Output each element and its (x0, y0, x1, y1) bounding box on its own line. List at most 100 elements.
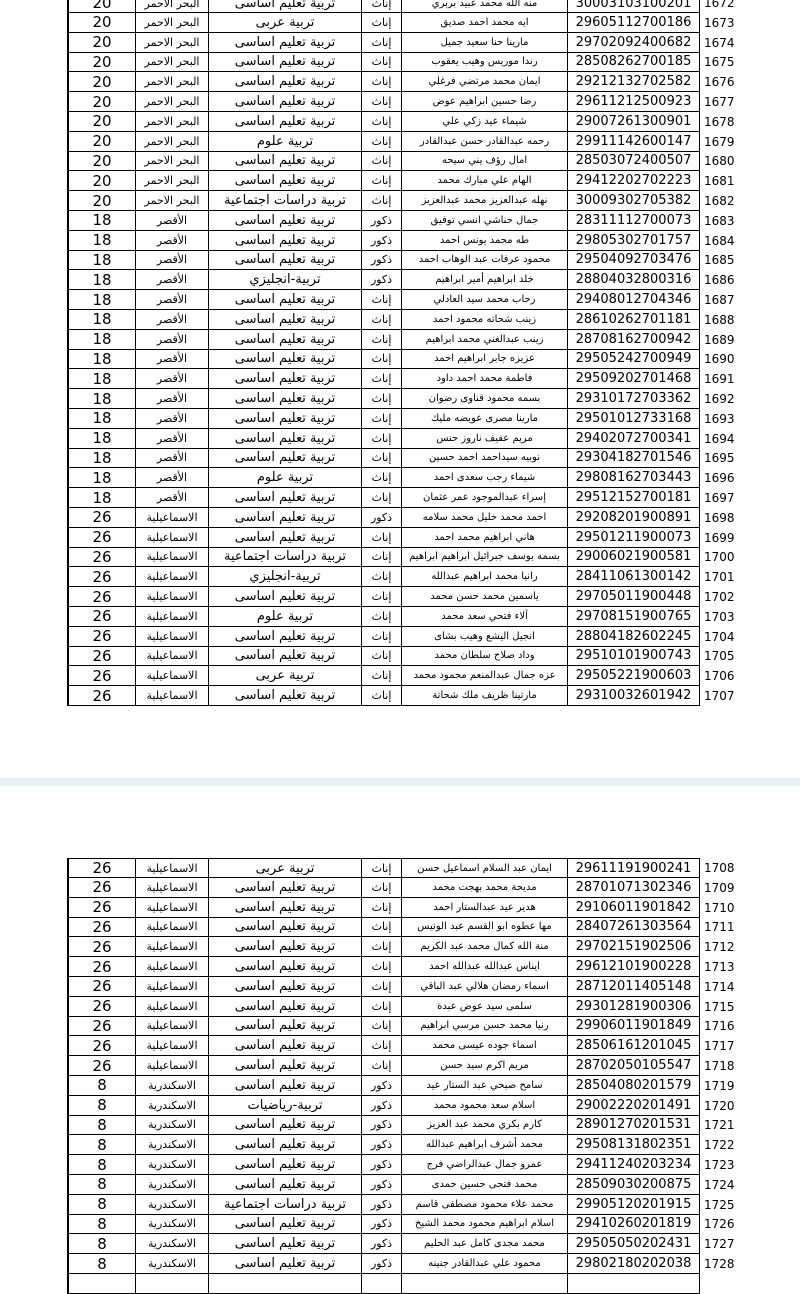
student-name: محمود علي عبدالقادر جنينه (402, 1254, 568, 1274)
student-name: طه محمد يونس احمد (402, 230, 568, 251)
governorate-code: 26 (67, 507, 136, 528)
governorate-code: 26 (67, 686, 136, 706)
empty-cell (67, 1273, 136, 1294)
table-row: 26 الاسماعيلية تربية تعليم اساسى إناث مديحة … (67, 877, 735, 898)
governorate-code: 18 (67, 290, 136, 310)
governorate: الأقصر (136, 349, 209, 370)
national-id: 28804032800316 (568, 270, 700, 291)
row-number: 1719 (704, 1078, 735, 1093)
specialization: تربية تعليم اساسى (209, 290, 362, 310)
student-name: ايه محمد احمد صديق (402, 12, 568, 33)
row-number: 1676 (704, 75, 735, 90)
gender: إناث (362, 92, 402, 112)
student-name: محمد علاء محمود مصطفى قاسم (402, 1194, 568, 1215)
governorate-code: 20 (67, 171, 136, 192)
specialization: تربية تعليم اساسى (209, 1214, 362, 1235)
specialization: تربية تعليم اساسى (209, 1135, 362, 1156)
row-number: 1679 (704, 134, 735, 149)
table-row: 18 الأقصر تربية تعليم اساسى ذكور طه محمد يون… (67, 230, 735, 251)
national-id: 28504080201579 (568, 1075, 700, 1096)
row-number: 1673 (704, 15, 735, 30)
student-name: مارينا مصرى عويضه مليك (402, 408, 568, 429)
gender: إناث (362, 1016, 402, 1037)
table-row: 8 الاسكندرية تربية تعليم اساسى ذكور محمد أشر… (67, 1135, 735, 1156)
table-row: 26 الاسماعيلية تربية تعليم اساسى إناث ياسمين… (67, 587, 735, 607)
table-row: 8 الاسكندرية تربية تعليم اساسى ذكور اسلام اب… (67, 1214, 735, 1235)
governorate: البحر الاحمر (136, 12, 209, 33)
gender: ذكور (362, 230, 402, 251)
governorate: الاسماعيلية (136, 996, 209, 1017)
row-number: 1727 (704, 1237, 735, 1252)
row-number: 1704 (704, 629, 735, 644)
governorate-code: 8 (67, 1155, 136, 1175)
specialization: تربية تعليم اساسى (209, 309, 362, 330)
national-id: 29505242700949 (568, 349, 700, 370)
governorate: الاسماعيلية (136, 567, 209, 588)
table-row: 20 البحر الاحمر تربية تعليم اساسى إناث ايمان… (67, 72, 735, 93)
student-name: ايمان محمد مرتضي فرغلي (402, 72, 568, 93)
governorate-code: 18 (67, 468, 136, 489)
student-name: عزه جمال عبدالمنعم محمود محمد (402, 666, 568, 687)
governorate: الأقصر (136, 468, 209, 489)
student-name: مريم عفيف ناروز حنس (402, 428, 568, 449)
governorate-code: 18 (67, 250, 136, 271)
row-number: 1688 (704, 312, 735, 327)
specialization: تربية تعليم اساسى (209, 626, 362, 647)
row-number: 1703 (704, 609, 735, 624)
specialization: تربية تعليم اساسى (209, 976, 362, 997)
specialization: تربية تعليم اساسى (209, 1036, 362, 1057)
table-row: 18 الأقصر تربية تعليم اساسى إناث بسمه محمود … (67, 389, 735, 409)
gender: إناث (362, 111, 402, 132)
specialization: تربية تعليم اساسى (209, 389, 362, 409)
national-id: 29301281900306 (568, 996, 700, 1017)
table-row: 20 البحر الاحمر تربية تعليم اساسى إناث امال … (67, 151, 735, 172)
governorate-code: 26 (67, 626, 136, 647)
table-row (67, 1273, 735, 1294)
gender: إناث (362, 606, 402, 627)
table-row: 18 الأقصر تربية تعليم اساسى إناث إسراء عبدال… (67, 488, 735, 508)
student-name: سلمى سيد عوض عبدة (402, 996, 568, 1017)
governorate-code: 26 (67, 587, 136, 607)
national-id: 29702092400682 (568, 32, 700, 53)
governorate-code: 18 (67, 428, 136, 449)
table-row: 18 الأقصر تربية تعليم اساسى إناث زينب عبدالغ… (67, 329, 735, 350)
specialization: تربية تعليم اساسى (209, 527, 362, 548)
governorate-code: 8 (67, 1095, 136, 1116)
governorate: البحر الاحمر (136, 171, 209, 192)
student-name: زينب شحاته محمود احمد (402, 309, 568, 330)
gender: ذكور (362, 1155, 402, 1175)
row-number: 1726 (704, 1217, 735, 1232)
governorate: الاسماعيلية (136, 937, 209, 958)
governorate: الأقصر (136, 389, 209, 409)
specialization: تربية علوم (209, 131, 362, 152)
student-name: بسمه محمود قناوى رضوان (402, 389, 568, 409)
governorate: الاسماعيلية (136, 877, 209, 898)
governorate: الاسماعيلية (136, 917, 209, 938)
governorate-code: 18 (67, 389, 136, 409)
governorate: الاسماعيلية (136, 976, 209, 997)
specialization: تربية دراسات اجتماعية (209, 547, 362, 568)
governorate: الاسماعيلية (136, 646, 209, 667)
table-row: 20 البحر الاحمر تربية عربى إناث ايه محمد احم… (67, 12, 735, 33)
row-number: 1718 (704, 1059, 735, 1073)
row-number: 1700 (704, 550, 735, 565)
specialization: تربية عربى (209, 858, 362, 878)
gender: إناث (362, 428, 402, 449)
governorate-code: 26 (67, 858, 136, 878)
table-row: 8 الاسكندرية تربية تعليم اساسى ذكور محمود عل… (67, 1254, 735, 1274)
national-id: 28311112700073 (568, 210, 700, 231)
governorate-code: 20 (67, 191, 136, 211)
governorate: البحر الاحمر (136, 111, 209, 132)
governorate-code: 18 (67, 488, 136, 508)
gender: إناث (362, 626, 402, 647)
specialization: تربية تعليم اساسى (209, 1115, 362, 1136)
student-name: كارم بكري محمد عبد العزيز (402, 1115, 568, 1136)
row-number: 1702 (704, 590, 735, 604)
governorate: البحر الاحمر (136, 191, 209, 211)
governorate: الاسكندرية (136, 1234, 209, 1255)
gender: إناث (362, 547, 402, 568)
national-id: 29411240203234 (568, 1155, 700, 1175)
governorate-code: 8 (67, 1115, 136, 1136)
empty-cell (136, 1273, 209, 1294)
